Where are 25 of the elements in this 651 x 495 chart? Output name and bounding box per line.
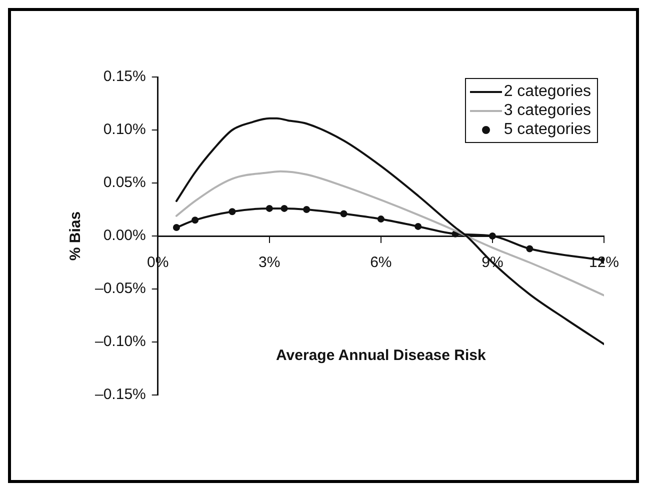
point [280, 204, 288, 212]
point [172, 224, 180, 232]
point [377, 216, 384, 223]
point [192, 216, 199, 224]
legend-label: 3 categories [504, 101, 591, 120]
y-axis-title: % Bias [67, 211, 84, 261]
y-tick-label: 0.05% [103, 174, 146, 192]
point [488, 232, 496, 240]
x-tick-label: 3% [258, 254, 280, 272]
y-tick-label: –0.15% [95, 386, 146, 404]
x-axis-title: Average Annual Disease Risk [276, 347, 486, 364]
y-tick-label: 0.00% [103, 227, 146, 244]
point [526, 245, 534, 252]
legend-label: 2 categories [504, 82, 591, 101]
point [303, 206, 310, 213]
point [228, 208, 236, 216]
y-tick-label: –0.10% [95, 333, 146, 350]
point [414, 222, 422, 230]
y-tick-label: –0.05% [95, 280, 146, 298]
point [340, 210, 348, 218]
y-tick-label: 0.15% [103, 68, 146, 86]
legend-label: 5 categories [504, 120, 591, 139]
point [266, 204, 273, 212]
x-tick-label: 6% [370, 254, 392, 272]
y-tick-label: 0.10% [103, 121, 146, 138]
